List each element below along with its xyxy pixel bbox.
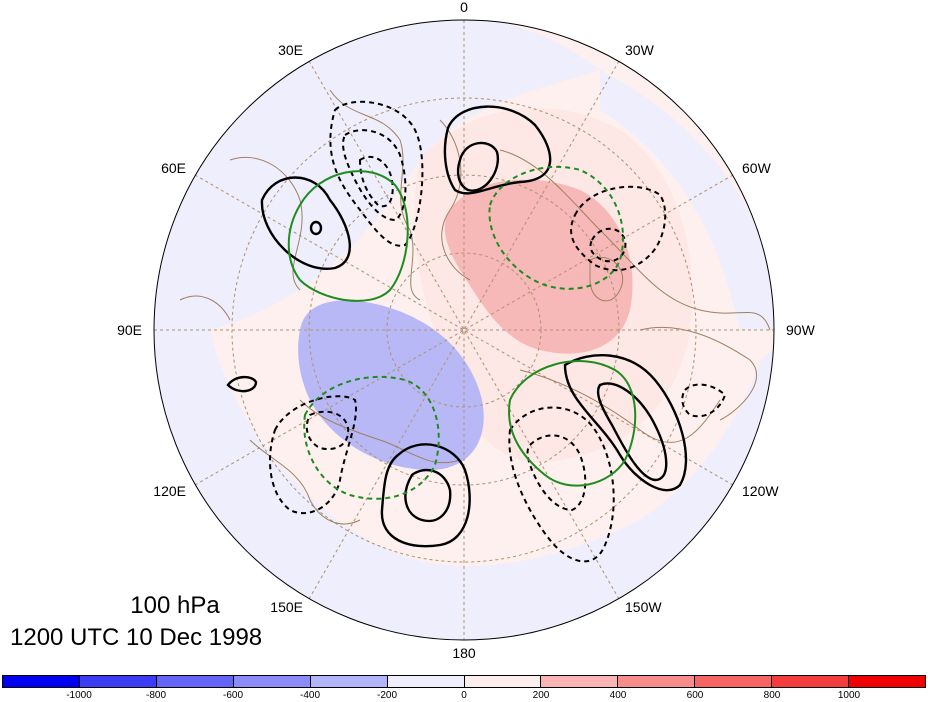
lon-label-180: 180 (452, 645, 476, 661)
graticule (154, 20, 774, 640)
lon-label-60e: 60E (161, 160, 186, 176)
map-disk-outline (153, 19, 775, 641)
contours-positive (226, 105, 688, 548)
colorbar-swatch-11 (849, 676, 926, 687)
colorbar-label: 800 (763, 690, 781, 701)
colorbar-label: 400 (609, 690, 627, 701)
colorbar-label: 200 (532, 690, 550, 701)
lon-label-30w: 30W (625, 42, 655, 58)
colorbar-label: -400 (299, 690, 321, 701)
colorbar-swatch-3 (233, 676, 311, 687)
contours-negative (269, 100, 727, 563)
lon-label-90w: 90W (786, 322, 816, 338)
colorbar-swatch-4 (310, 676, 388, 687)
lon-label-120w: 120W (742, 483, 779, 499)
colorbar-label: 1000 (837, 690, 861, 701)
contours-green-solid (287, 170, 637, 487)
pressure-level-title: 100 hPa (130, 592, 220, 619)
contours-green-dashed (303, 165, 625, 500)
lon-label-150w: 150W (625, 599, 662, 615)
lon-label-120e: 120E (153, 483, 186, 499)
colorbar-swatch-8 (618, 676, 696, 687)
timestamp-title: 1200 UTC 10 Dec 1998 (10, 624, 263, 651)
longitude-labels: 0 30W 60W 90W 120W 150W 180 150E 120E 90… (117, 0, 815, 661)
colorbar (2, 675, 926, 688)
colorbar-swatch-5 (387, 676, 465, 687)
colorbar-label: 0 (461, 690, 467, 701)
colorbar-label: -600 (222, 690, 244, 701)
lon-label-90e: 90E (117, 322, 142, 338)
colorbar-swatch-9 (695, 676, 773, 687)
lon-label-30e: 30E (278, 42, 303, 58)
lon-label-150e: 150E (270, 599, 303, 615)
colorbar-swatch-6 (464, 676, 542, 687)
coastlines (179, 89, 771, 525)
lon-label-60w: 60W (742, 160, 772, 176)
colorbar-swatch-10 (772, 676, 850, 687)
colorbar-swatch-0 (3, 676, 80, 687)
colorbar-label: -800 (145, 690, 167, 701)
colorbar-label: -200 (376, 690, 398, 701)
positive-anomaly-strong-region (444, 179, 633, 354)
colorbar-swatch-1 (79, 676, 157, 687)
colorbar-swatch-7 (541, 676, 619, 687)
colorbar-label: -1000 (66, 690, 92, 701)
negative-anomaly-light-region (154, 20, 774, 640)
colorbar-label: 600 (686, 690, 704, 701)
colorbar-swatch-2 (156, 676, 234, 687)
lon-label-0: 0 (460, 0, 468, 15)
